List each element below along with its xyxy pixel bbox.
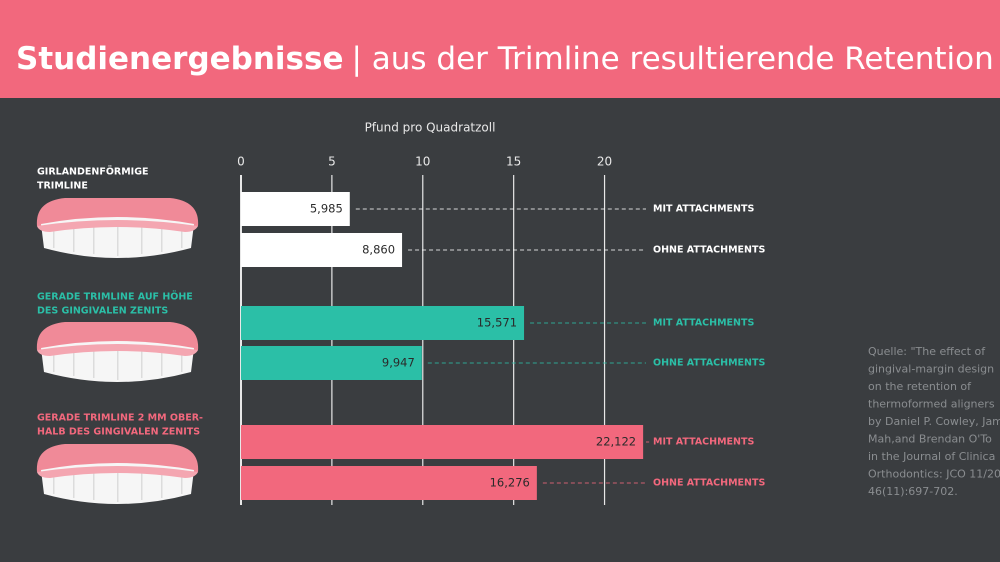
- source-text: gingival-margin design: [868, 363, 994, 376]
- source-text: 46(11):697-702.: [868, 485, 958, 498]
- value-label: 5,985: [310, 202, 343, 216]
- bar-category: OHNE ATTACHMENTS: [653, 358, 765, 369]
- bar-category: MIT ATTACHMENTS: [653, 437, 754, 448]
- bar: [241, 233, 403, 267]
- x-tick-label: 15: [506, 155, 521, 169]
- group-label: GERADE TRIMLINE 2 MM OBER-: [37, 413, 203, 424]
- bar: [241, 192, 350, 226]
- bar-category: MIT ATTACHMENTS: [653, 318, 754, 329]
- bar-category: OHNE ATTACHMENTS: [653, 245, 765, 256]
- x-tick-label: 20: [597, 155, 612, 169]
- bar: [241, 425, 644, 459]
- group-label: TRIMLINE: [37, 181, 88, 192]
- value-label: 22,122: [596, 435, 636, 449]
- bar-category: OHNE ATTACHMENTS: [653, 478, 765, 489]
- source-text: Mah,and Brendan O'To: [868, 433, 992, 446]
- group-label: DES GINGIVALEN ZENITS: [37, 306, 168, 317]
- group-label: GIRLANDENFÖRMIGE: [37, 167, 149, 178]
- group-label: HALB DES GINGIVALEN ZENITS: [37, 427, 200, 438]
- bar: [241, 306, 525, 340]
- x-tick-label: 5: [328, 155, 336, 169]
- value-label: 16,276: [490, 476, 530, 490]
- header-title: Studienergebnisse | aus der Trimline resu…: [16, 41, 994, 77]
- source-text: on the retention of: [868, 380, 972, 393]
- source-text: Orthodontics: JCO 11/20: [868, 468, 1000, 481]
- header: [0, 0, 1000, 98]
- x-axis-label: Pfund pro Quadratzoll: [365, 121, 496, 135]
- teeth-illustration: [36, 198, 199, 258]
- value-label: 15,571: [477, 316, 517, 330]
- group-label: GERADE TRIMLINE AUF HÖHE: [37, 292, 193, 303]
- x-tick-label: 0: [237, 155, 245, 169]
- source-text: Quelle: "The effect of: [868, 345, 986, 358]
- source-text: in the Journal of Clinica: [868, 450, 995, 463]
- teeth-illustration: [36, 322, 199, 382]
- source-text: thermoformed aligners: [868, 398, 995, 411]
- teeth-illustration: [36, 444, 199, 504]
- value-label: 9,947: [382, 356, 415, 370]
- bar: [241, 346, 422, 380]
- value-label: 8,860: [362, 243, 395, 257]
- bar: [241, 466, 537, 500]
- source-text: by Daniel P. Cowley, Jam: [868, 415, 1000, 428]
- bar-category: MIT ATTACHMENTS: [653, 204, 754, 215]
- x-tick-label: 10: [415, 155, 430, 169]
